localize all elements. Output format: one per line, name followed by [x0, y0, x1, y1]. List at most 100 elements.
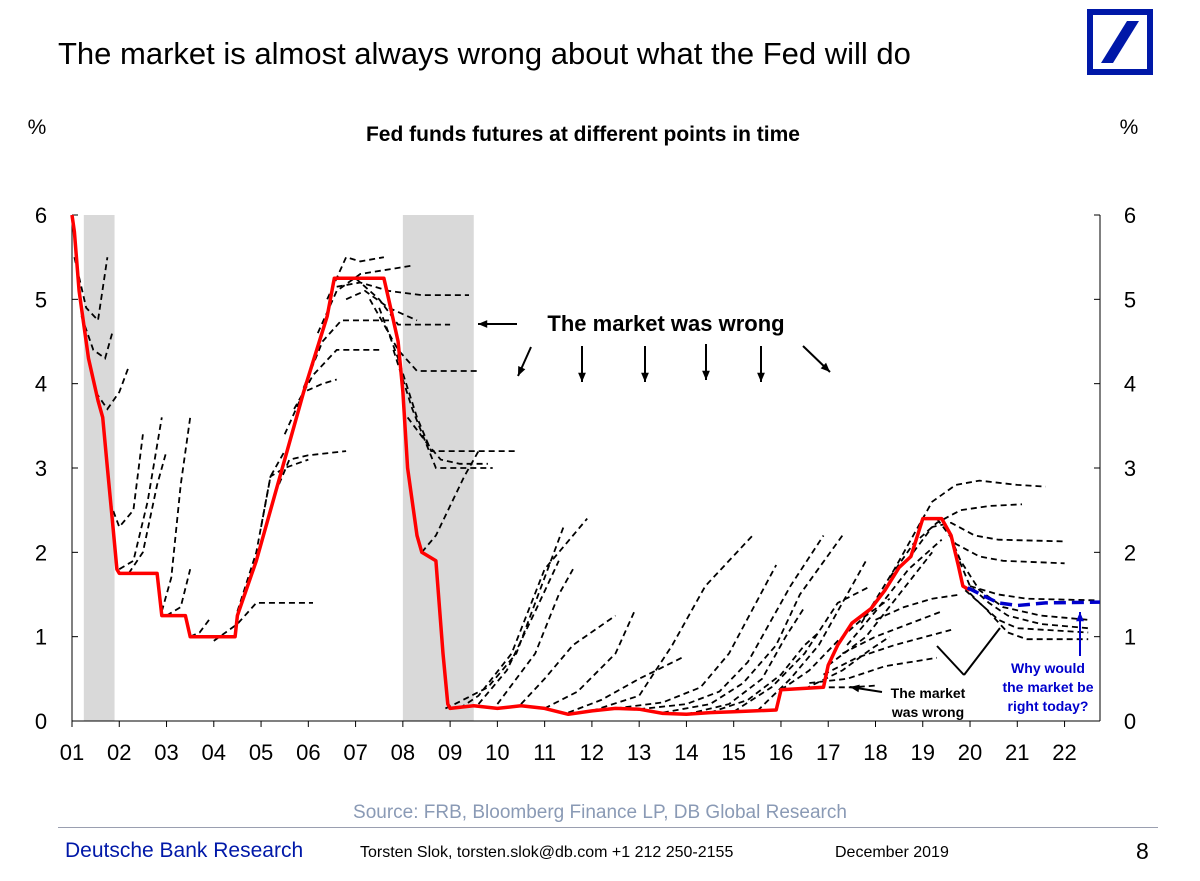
futures-path-47	[888, 503, 1023, 579]
arrow-bottom-left-head	[850, 684, 860, 693]
futures-path-33	[567, 656, 683, 714]
futures-path-25	[406, 416, 488, 465]
y-tick-label-right-4: 4	[1124, 372, 1136, 397]
y-tick-label-left-2: 2	[35, 540, 47, 565]
futures-path-3	[94, 366, 130, 411]
futures-path-4	[108, 434, 144, 529]
current-market-expectation-line	[966, 586, 1101, 608]
axes-layer: 0 01 12 23 34 45 56 601 02 03 04 05 06 07 08 09 10 11 12 13…	[35, 203, 1136, 765]
futures-path-20	[345, 289, 418, 322]
y-axis-label-right: %	[1120, 116, 1139, 139]
y-tick-label-left-6: 6	[35, 203, 47, 228]
y-tick-label-right-0: 0	[1124, 709, 1136, 734]
x-tick-label-18: 18	[863, 740, 887, 765]
x-tick-label-05: 05	[249, 740, 273, 765]
y-tick-label-right-5: 5	[1124, 287, 1136, 312]
y-tick-label-right-6: 6	[1124, 203, 1136, 228]
arrow-bottom-up-1	[936, 645, 965, 676]
y-tick-label-right-2: 2	[1124, 540, 1136, 565]
page-title: The market is almost always wrong about …	[58, 36, 911, 71]
x-tick-label-21: 21	[1005, 740, 1029, 765]
annotation-question-line3: right today?	[1008, 698, 1089, 714]
y-tick-label-left-5: 5	[35, 287, 47, 312]
arrow-bottom-up-2	[963, 627, 1001, 676]
futures-path-36	[639, 535, 825, 711]
futures-path-19	[336, 281, 469, 297]
x-tick-label-01: 01	[60, 740, 84, 765]
x-tick-label-19: 19	[911, 740, 935, 765]
futures-path-30	[496, 568, 574, 705]
futures-path-45	[846, 539, 943, 646]
futures-path-35	[615, 564, 777, 710]
futures-path-46	[860, 479, 1046, 624]
arrow-down-3-head	[641, 372, 649, 382]
footer-contact: Torsten Slok, torsten.slok@db.com +1 212…	[360, 844, 734, 861]
futures-path-50	[945, 526, 1089, 621]
futures-path-38	[686, 606, 806, 716]
futures-path-26	[421, 450, 480, 553]
futures-path-55	[875, 593, 961, 621]
futures-path-59	[818, 684, 876, 689]
fed-funds-rate-line	[70, 214, 971, 717]
futures-path-10	[213, 602, 313, 642]
futures-path-21	[355, 277, 451, 326]
arrow-down-6-head	[820, 362, 830, 372]
arrow-down-2-head	[578, 372, 586, 382]
y-tick-label-left-1: 1	[35, 625, 47, 650]
futures-path-58	[809, 656, 938, 684]
footer-date: December 2019	[835, 844, 949, 861]
page-number: 8	[1136, 838, 1149, 864]
arrows-layer	[478, 320, 1084, 693]
futures-path-31	[520, 614, 617, 705]
futures-path-51	[954, 551, 1089, 630]
arrow-blue-up-head	[1076, 612, 1084, 622]
futures-path-15	[293, 348, 380, 410]
futures-path-37	[662, 534, 844, 714]
y-tick-label-right-3: 3	[1124, 456, 1136, 481]
y-tick-label-left-0: 0	[35, 709, 47, 734]
futures-path-29	[477, 560, 560, 705]
fed-funds-layer	[70, 214, 1101, 717]
futures-path-34	[591, 534, 754, 712]
x-tick-label-14: 14	[674, 740, 698, 765]
x-tick-label-11: 11	[533, 740, 556, 765]
annotations-layer: Fed funds futures at different points in…	[28, 116, 1139, 823]
chart-title: Fed funds futures at different points in…	[366, 123, 800, 146]
futures-path-44	[827, 551, 933, 667]
futures-path-13	[274, 450, 347, 494]
futures-path-22	[369, 298, 479, 372]
recession-shading-layer	[83, 215, 474, 721]
futures-path-7	[160, 417, 192, 612]
futures-path-32	[544, 611, 636, 710]
futures-path-56	[841, 610, 943, 655]
y-tick-label-left-3: 3	[35, 456, 47, 481]
annotation-question-line1: Why would	[1011, 660, 1085, 676]
futures-path-12	[260, 458, 309, 528]
futures-path-2	[80, 315, 114, 360]
x-tick-label-15: 15	[721, 740, 745, 765]
arrow-down-5-head	[757, 372, 765, 382]
futures-path-14	[283, 378, 337, 435]
y-tick-label-right-1: 1	[1124, 625, 1136, 650]
futures-path-40	[733, 585, 872, 713]
futures-path-42	[780, 597, 891, 691]
y-tick-label-left-4: 4	[35, 372, 47, 397]
futures-path-9	[189, 619, 210, 638]
deutsche-bank-logo	[1087, 9, 1153, 75]
annotation-market-wrong-bottom-line2: was wrong	[891, 704, 964, 720]
futures-path-39	[709, 631, 820, 714]
x-tick-label-03: 03	[154, 740, 178, 765]
x-tick-label-20: 20	[958, 740, 982, 765]
x-tick-label-13: 13	[627, 740, 651, 765]
x-tick-label-17: 17	[816, 740, 840, 765]
x-tick-label-06: 06	[296, 740, 320, 765]
futures-path-6	[127, 450, 168, 574]
annotation-market-wrong-bottom-line1: The market	[891, 685, 966, 701]
x-tick-label-22: 22	[1052, 740, 1076, 765]
x-tick-label-04: 04	[202, 740, 226, 765]
x-tick-label-12: 12	[580, 740, 604, 765]
source-note: Source: FRB, Bloomberg Finance LP, DB Gl…	[353, 802, 847, 823]
x-tick-label-08: 08	[391, 740, 415, 765]
futures-path-53	[964, 589, 1089, 641]
